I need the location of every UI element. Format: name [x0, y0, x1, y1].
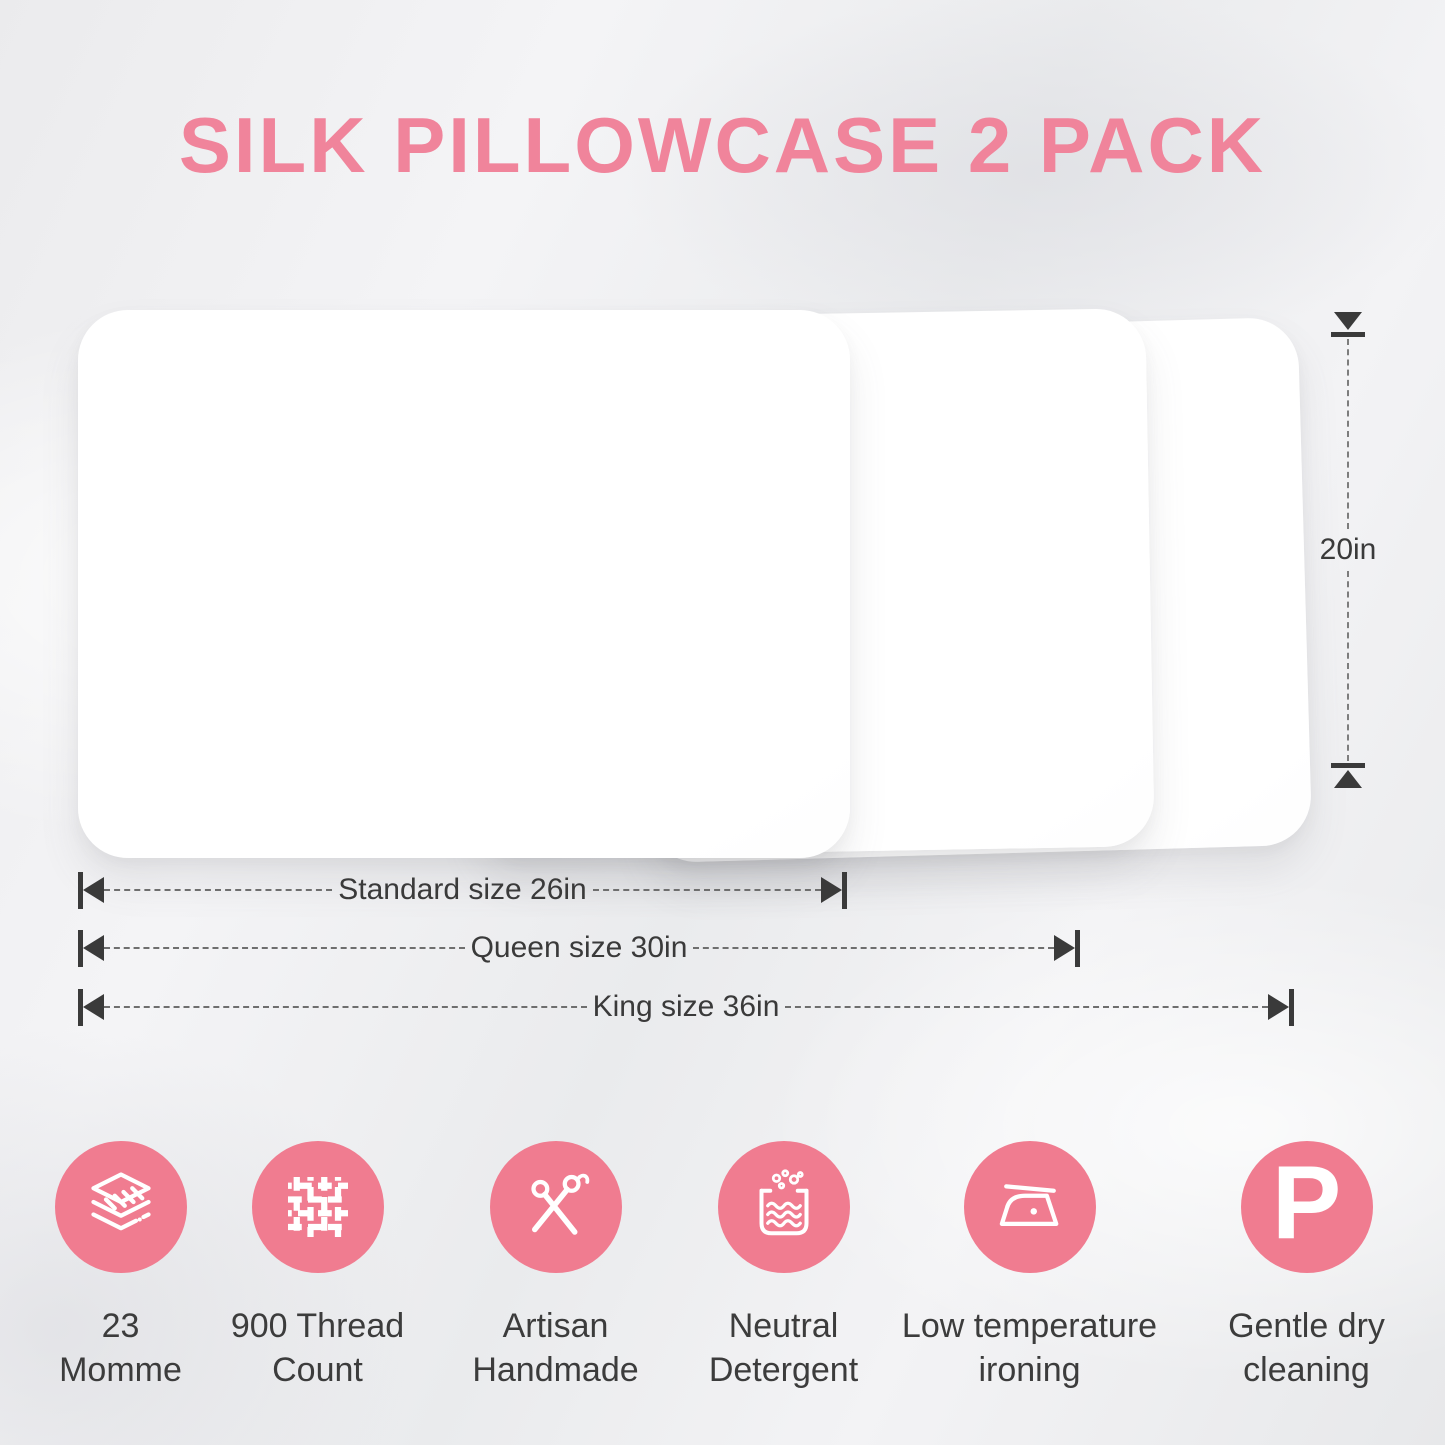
dashed-line — [104, 1006, 587, 1008]
arrow-right-icon — [1268, 994, 1290, 1020]
pillow-front — [78, 310, 850, 858]
arrow-right-icon — [1054, 935, 1075, 961]
dimension-end-bar — [1075, 929, 1080, 967]
dashed-line — [785, 1006, 1269, 1008]
feature-handmade: Artisan Handmade — [433, 1141, 678, 1392]
height-dimension: 20in — [1320, 312, 1376, 788]
iron-icon — [963, 1141, 1096, 1273]
feature-thread-count: 900 Thread Count — [195, 1141, 440, 1392]
arrow-up-icon — [1334, 770, 1362, 788]
king-size-label: King size 36in — [592, 990, 780, 1023]
p-letter: P — [1271, 1145, 1342, 1261]
feature-label: Neutral Detergent — [708, 1307, 859, 1389]
feature-label: 23 Momme — [59, 1307, 182, 1389]
feature-label: Artisan Handmade — [472, 1307, 639, 1389]
dashed-line — [1347, 339, 1349, 529]
dimension-end-bar — [842, 871, 847, 909]
dimension-end-bar — [78, 988, 83, 1026]
thread-weave-icon — [251, 1141, 384, 1273]
dashed-line — [592, 889, 821, 891]
feature-label: 900 Thread Count — [230, 1307, 405, 1389]
feature-dry-cleaning: P Gentle dry cleaning — [1174, 1141, 1439, 1392]
page-title: SILK PILLOWCASE 2 PACK — [178, 101, 1267, 189]
arrow-left-icon — [83, 877, 104, 903]
feature-label: Gentle dry cleaning — [1228, 1307, 1385, 1389]
arrow-down-icon — [1334, 312, 1362, 330]
king-size-dimension: King size 36in — [78, 987, 1295, 1027]
feature-momme: 23 Momme — [18, 1141, 223, 1392]
standard-size-label: Standard size 26in — [338, 873, 587, 906]
arrow-left-icon — [83, 994, 104, 1020]
queen-size-dimension: Queen size 30in — [78, 928, 1080, 968]
arrow-left-icon — [83, 935, 104, 961]
dashed-line — [1347, 571, 1349, 761]
fabric-layers-icon — [54, 1141, 187, 1273]
dashed-line — [104, 889, 333, 891]
dimension-end-bar — [78, 871, 83, 909]
dry-clean-p-icon: P — [1240, 1141, 1373, 1273]
dimension-end-bar — [1331, 332, 1365, 337]
wash-detergent-icon — [717, 1141, 850, 1273]
dashed-line — [104, 947, 465, 949]
dimension-end-bar — [78, 929, 83, 967]
feature-label: Low temperature ironing — [901, 1307, 1158, 1389]
queen-size-label: Queen size 30in — [470, 931, 688, 964]
dashed-line — [693, 947, 1054, 949]
feature-ironing: Low temperature ironing — [877, 1141, 1182, 1392]
feature-detergent: Neutral Detergent — [661, 1141, 906, 1392]
arrow-right-icon — [821, 877, 842, 903]
dimension-end-bar — [1289, 988, 1295, 1026]
height-label: 20in — [1319, 533, 1377, 566]
features-row: 23 Momme 900 Thread Count — [0, 1141, 1445, 1421]
sewing-needles-icon — [489, 1141, 622, 1273]
standard-size-dimension: Standard size 26in — [78, 870, 847, 910]
dimension-end-bar — [1331, 763, 1365, 768]
